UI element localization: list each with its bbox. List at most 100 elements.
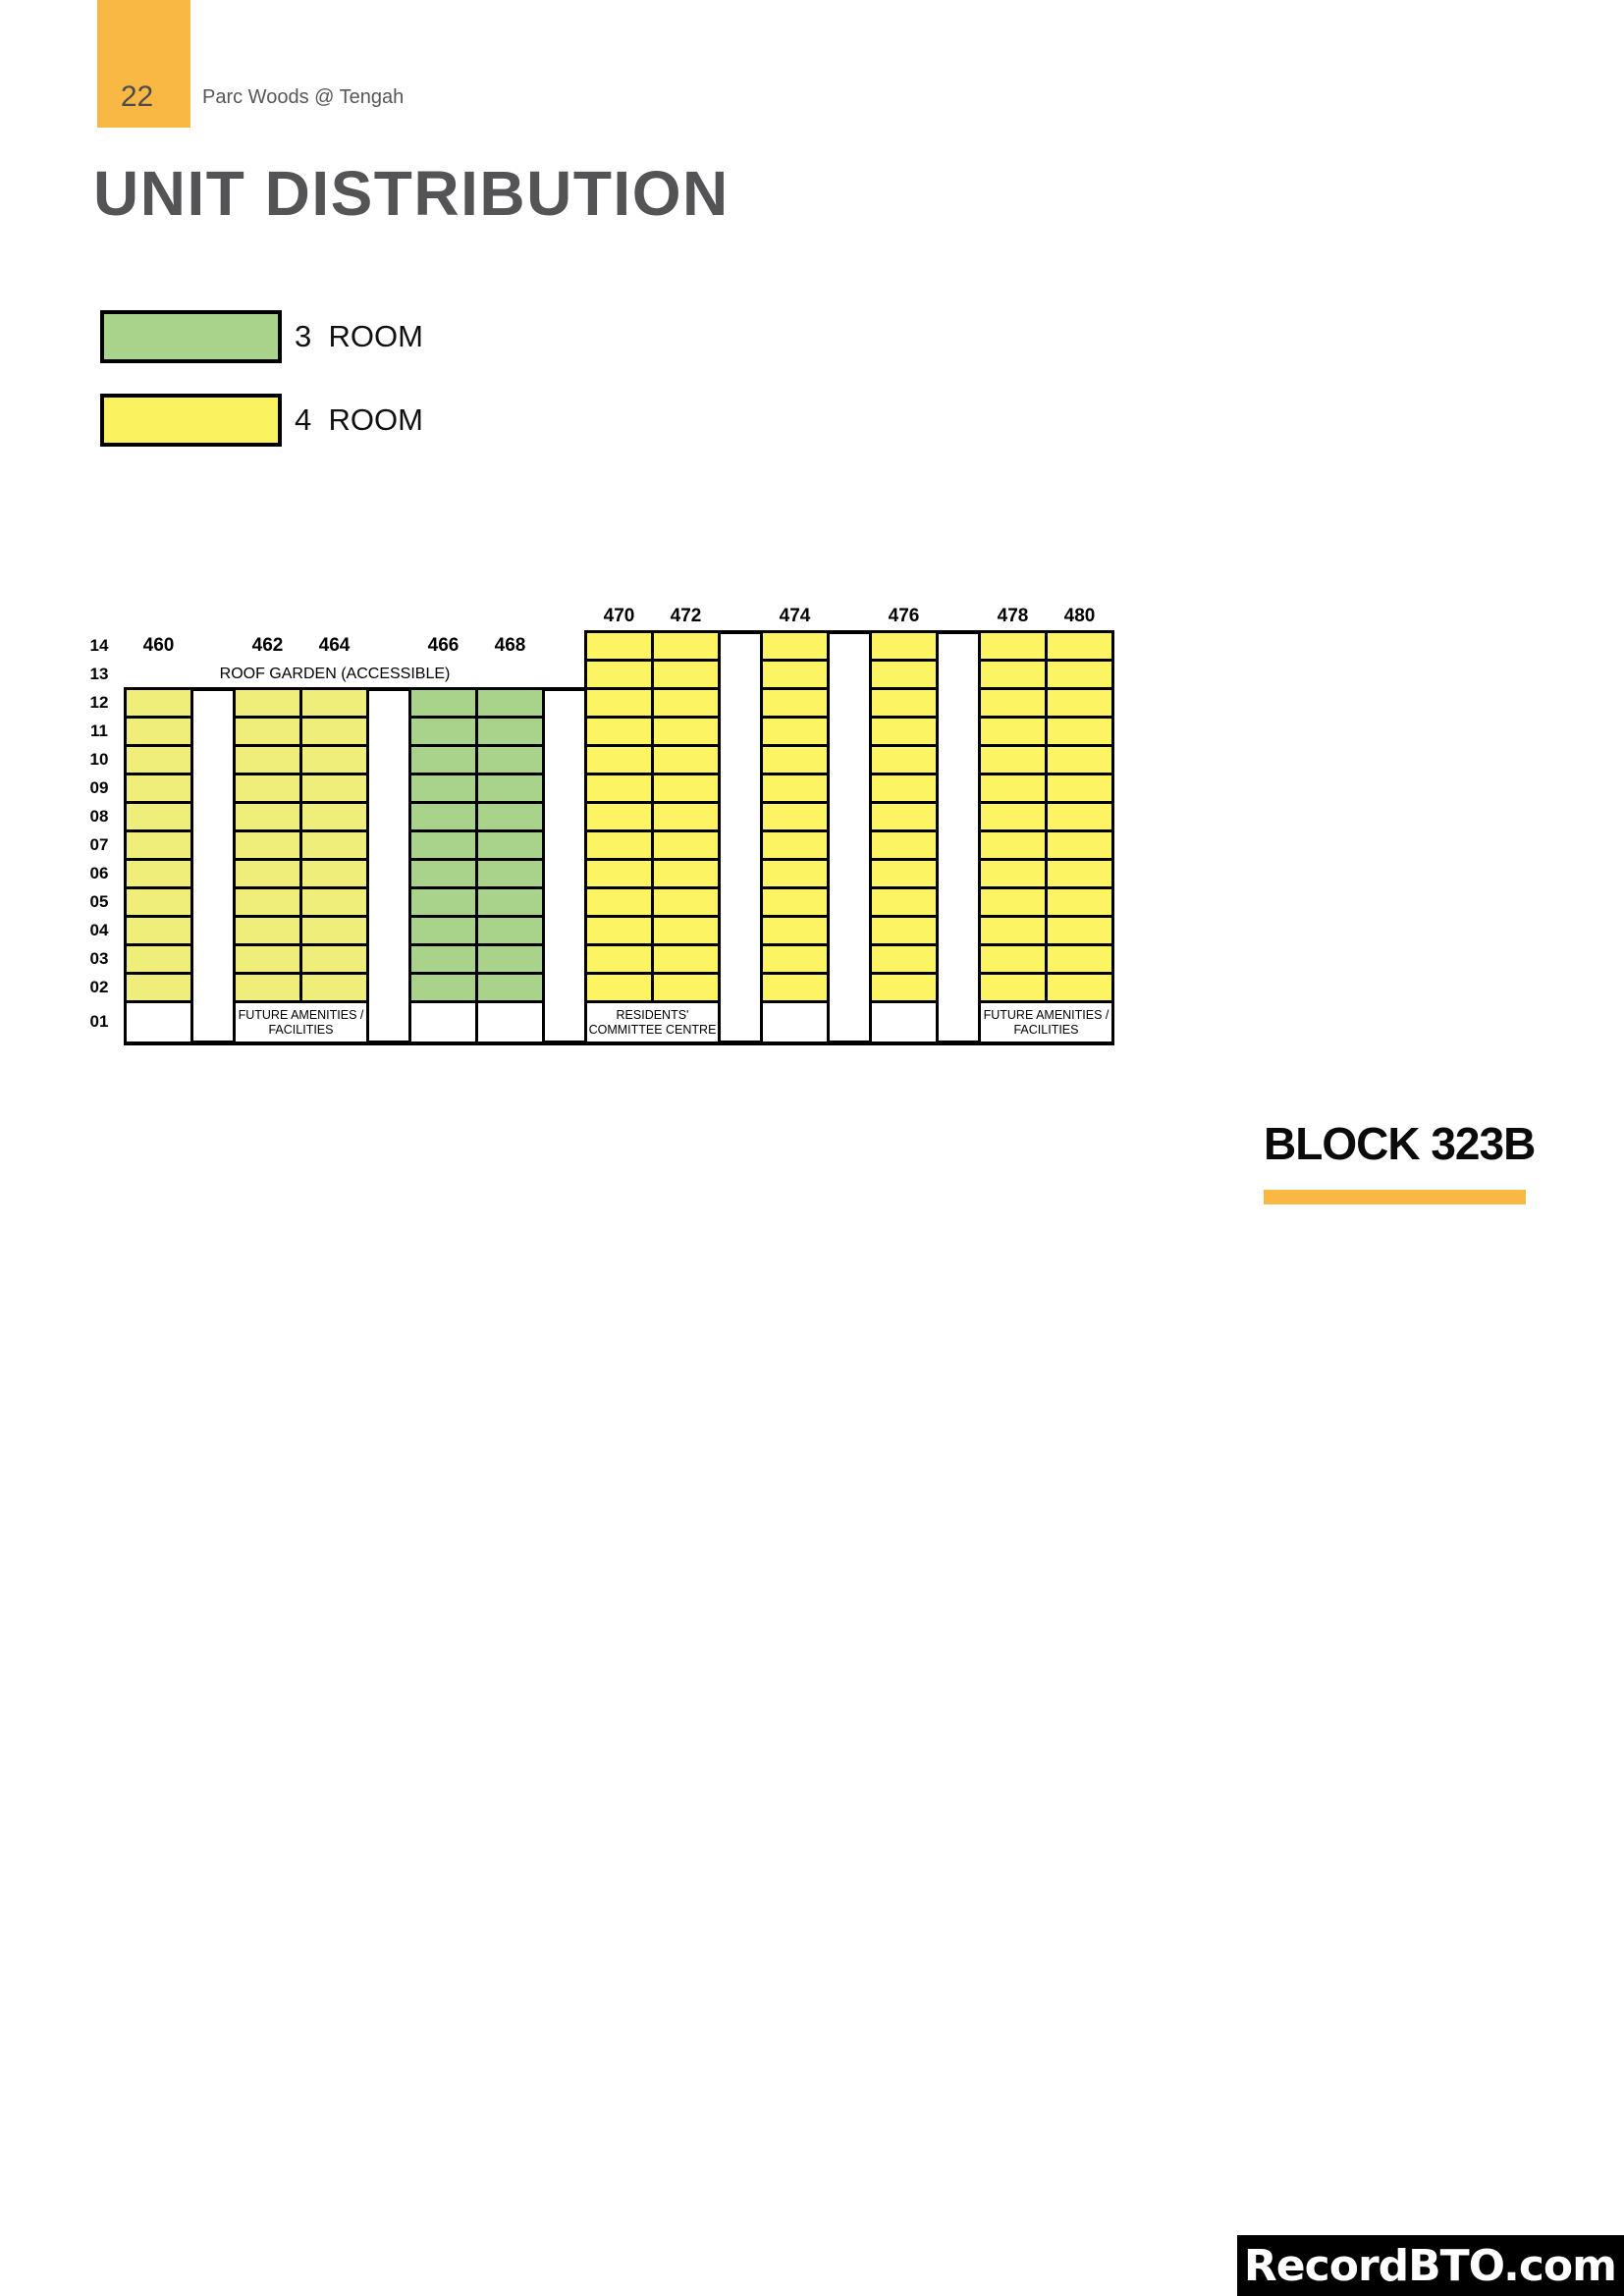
unit-cell-480-floor-14 [1048,633,1111,659]
unit-cell-460-floor-08 [127,804,190,829]
legend-label-3room: 3 ROOM [295,319,423,353]
stack-group-476 [869,630,939,1044]
unit-cell-460-floor-09 [127,775,190,801]
stack-group-474 [760,630,830,1044]
unit-cell-462-floor-07 [236,832,299,858]
unit-cell-470-floor-13 [587,662,651,687]
project-name: Parc Woods @ Tengah [202,86,405,108]
unit-cell-466-floor-11 [411,719,475,744]
unit-cell-466-floor-03 [411,946,475,972]
unit-cell-466-floor-10 [411,747,475,773]
unit-cell-462-floor-12 [236,690,299,716]
floor-label-14: 14 [89,636,109,655]
unit-cell-472-floor-04 [654,918,718,943]
ground-label-cell: RESIDENTS' COMMITTEE CENTRE [587,1003,718,1041]
unit-cell-476-floor-08 [872,804,936,829]
stack-label-478: 478 [997,606,1029,626]
unit-cell-464-floor-11 [302,719,366,744]
unit-cell-464-floor-02 [302,975,366,1000]
unit-cell-460-floor-03 [127,946,190,972]
unit-cell-476-floor-05 [872,889,936,915]
stack-group-478-480: FUTURE AMENITIES / FACILITIES [978,630,1114,1044]
unit-cell-468-floor-02 [478,975,542,1000]
unit-cell-472-floor-12 [654,690,718,716]
unit-cell-468-floor-12 [478,690,542,716]
unit-cell-472-floor-07 [654,832,718,858]
unit-cell-480-floor-13 [1048,662,1111,687]
unit-cell-480-floor-08 [1048,804,1111,829]
unit-cell-472-floor-13 [654,662,718,687]
unit-cell-468-floor-03 [478,946,542,972]
ground-empty-cell [763,1003,827,1041]
stack-label-460: 460 [142,635,175,656]
unit-cell-476-floor-02 [872,975,936,1000]
unit-cell-468-floor-06 [478,861,542,886]
stack-label-480: 480 [1063,606,1096,626]
unit-cell-478-floor-07 [981,832,1045,858]
unit-cell-464-floor-03 [302,946,366,972]
unit-cell-476-floor-09 [872,775,936,801]
unit-cell-474-floor-05 [763,889,827,915]
floor-label-01: 01 [89,1012,109,1031]
unit-cell-478-floor-11 [981,719,1045,744]
unit-cell-462-floor-02 [236,975,299,1000]
floor-label-13: 13 [89,665,109,683]
unit-cell-480-floor-09 [1048,775,1111,801]
stack-label-476: 476 [888,606,920,626]
unit-cell-480-floor-12 [1048,690,1111,716]
unit-cell-476-floor-13 [872,662,936,687]
floor-label-11: 11 [90,721,108,740]
unit-cell-464-floor-04 [302,918,366,943]
page-title: UNIT DISTRIBUTION [93,158,730,229]
floor-label-08: 08 [89,807,109,826]
unit-cell-472-floor-14 [654,633,718,659]
floor-label-06: 06 [89,864,109,882]
stack-group-462-464: FUTURE AMENITIES / FACILITIES [233,687,369,1044]
ground-empty-cell [872,1003,936,1041]
grid-top-line [584,630,1114,634]
unit-cell-466-floor-05 [411,889,475,915]
ground-empty-cell [478,1003,542,1041]
floor-label-04: 04 [89,921,109,939]
stack-label-468: 468 [494,635,526,656]
stack-label-462: 462 [251,635,284,656]
unit-cell-478-floor-05 [981,889,1045,915]
stack-label-464: 464 [318,635,351,656]
stack-label-466: 466 [427,635,460,656]
unit-cell-474-floor-07 [763,832,827,858]
legend-swatch-3room [100,310,282,363]
unit-cell-464-floor-09 [302,775,366,801]
floor-label-05: 05 [89,892,109,911]
unit-cell-462-floor-10 [236,747,299,773]
stack-label-472: 472 [670,606,702,626]
unit-cell-470-floor-02 [587,975,651,1000]
unit-cell-478-floor-13 [981,662,1045,687]
unit-cell-474-floor-02 [763,975,827,1000]
unit-cell-478-floor-14 [981,633,1045,659]
unit-cell-480-floor-06 [1048,861,1111,886]
unit-cell-480-floor-10 [1048,747,1111,773]
unit-cell-460-floor-11 [127,719,190,744]
unit-cell-474-floor-14 [763,633,827,659]
unit-cell-464-floor-07 [302,832,366,858]
unit-cell-478-floor-02 [981,975,1045,1000]
unit-cell-476-floor-12 [872,690,936,716]
page-number: 22 [120,80,154,113]
page-number-tab: 22 [97,0,190,128]
unit-cell-462-floor-04 [236,918,299,943]
unit-cell-470-floor-10 [587,747,651,773]
unit-cell-468-floor-04 [478,918,542,943]
unit-cell-468-floor-07 [478,832,542,858]
unit-cell-470-floor-08 [587,804,651,829]
unit-cell-478-floor-12 [981,690,1045,716]
floor-label-07: 07 [89,835,109,854]
unit-cell-476-floor-14 [872,633,936,659]
floor-label-10: 10 [89,750,109,769]
unit-cell-480-floor-02 [1048,975,1111,1000]
unit-cell-464-floor-10 [302,747,366,773]
unit-cell-470-floor-07 [587,832,651,858]
unit-cell-472-floor-09 [654,775,718,801]
unit-cell-472-floor-08 [654,804,718,829]
unit-cell-468-floor-11 [478,719,542,744]
legend-label-4room: 4 ROOM [295,402,423,437]
